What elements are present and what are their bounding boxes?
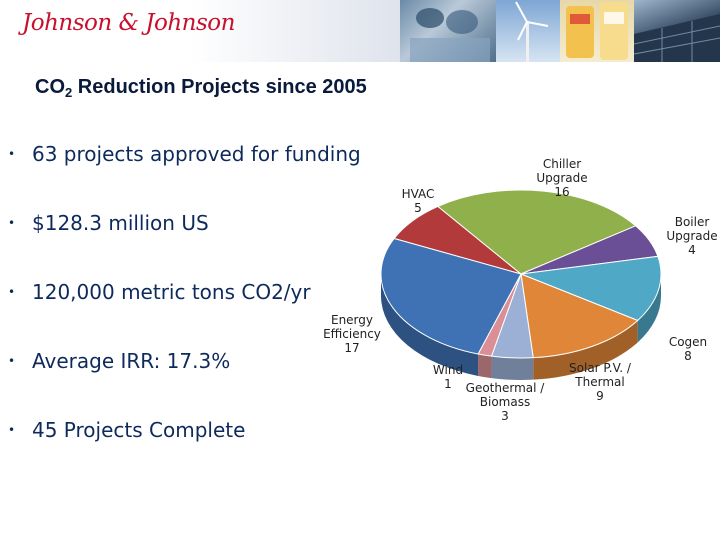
slide-header: Johnson & Johnson	[0, 0, 720, 62]
pie-slice-side-6	[478, 353, 492, 379]
bullet-item: • $128.3 million US	[8, 211, 209, 235]
pie-label-chiller-upgrade: Chiller Upgrade 16	[536, 157, 587, 199]
pie-label-energy-efficiency: Energy Efficiency 17	[323, 313, 381, 355]
pie-label-geothermal-biomass: Geothermal / Biomass 3	[466, 381, 546, 423]
slide-title: CO2 Reduction Projects since 2005	[35, 76, 367, 100]
bullet-dot-icon: •	[8, 147, 16, 161]
pie-chart: HVAC 5 Chiller Upgrade 16 Boiler Upgrade 4 Cogen…	[323, 157, 718, 423]
pie-slice-side-4	[533, 320, 638, 380]
pie-slice-cogen	[519, 255, 662, 322]
bullet-dot-icon: •	[8, 354, 16, 368]
pie-label-cogen: Cogen 8	[669, 335, 707, 363]
company-logo: Johnson & Johnson	[22, 10, 235, 36]
header-photo-solar-panels	[634, 0, 720, 62]
pie-label-wind: Wind 1	[433, 363, 463, 391]
pie-label-hvac: HVAC 5	[402, 187, 435, 215]
pie-label-solar-p-v-thermal: Solar P.V. / Thermal 9	[569, 361, 632, 403]
pie-slice-energy-efficiency	[380, 237, 522, 355]
header-gradient	[190, 0, 400, 62]
pie-slice-side-5	[491, 356, 534, 380]
bullet-dot-icon: •	[8, 216, 16, 230]
bullet-item: • 63 projects approved for funding	[8, 142, 361, 166]
bullet-item: • 45 Projects Complete	[8, 418, 246, 442]
bullet-dot-icon: •	[8, 285, 16, 299]
pie-slice-side-7	[381, 274, 479, 376]
pie-label-boiler-upgrade: Boiler Upgrade 4	[666, 215, 717, 257]
header-photo-products	[560, 0, 634, 62]
pie-slice-solar-p-v-thermal	[520, 273, 639, 359]
bullet-dot-icon: •	[8, 423, 16, 437]
header-photo-wind-turbine	[496, 0, 560, 62]
bullet-item: • 120,000 metric tons CO2/yr	[8, 280, 311, 304]
header-photo-surgery	[400, 0, 496, 62]
pie-slice-chiller-upgrade	[436, 189, 637, 275]
bullet-item: • Average IRR: 17.3%	[8, 349, 231, 373]
